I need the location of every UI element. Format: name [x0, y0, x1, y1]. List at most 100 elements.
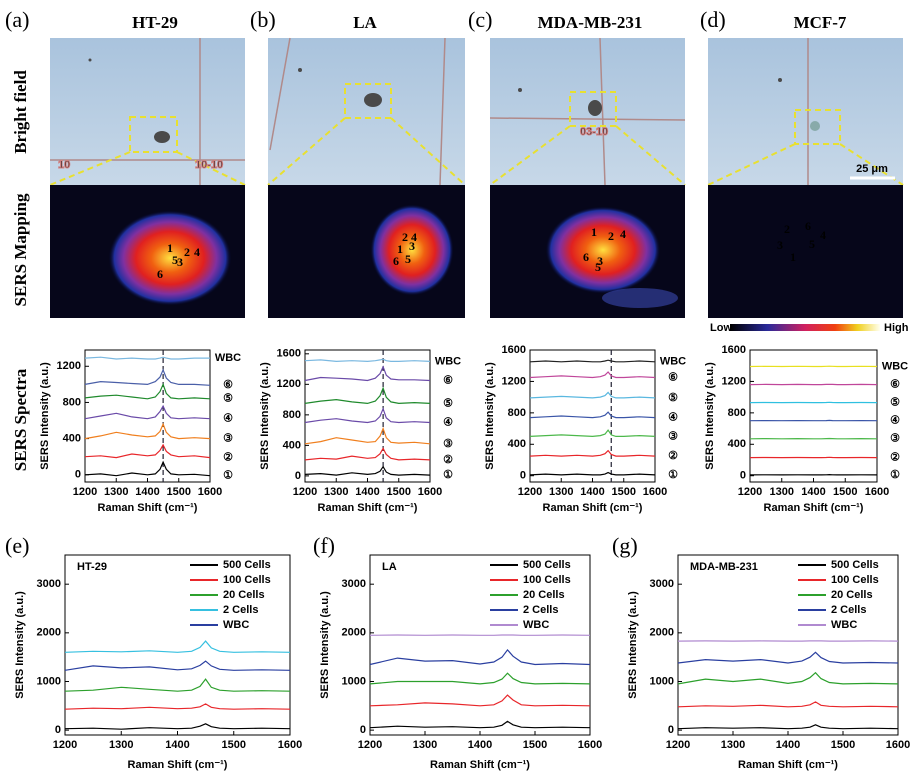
map-point-label: 3	[409, 239, 415, 253]
x-tick-label: 1500	[831, 739, 855, 751]
series-line	[677, 701, 899, 708]
legend-label: WBC	[435, 355, 461, 367]
x-tick-label: 1400	[135, 486, 159, 498]
x-tick-label: 1400	[355, 486, 379, 498]
series-line	[84, 443, 211, 459]
sers-map	[708, 185, 903, 318]
map-point-label: 5	[809, 237, 815, 251]
legend-label: ③	[890, 433, 900, 445]
series-line	[304, 447, 431, 461]
map-point-label: 4	[411, 230, 417, 244]
map-point-label: 3	[777, 238, 783, 252]
y-tick-label: 3000	[37, 578, 61, 590]
legend-label: ⑥	[668, 371, 678, 383]
series-line	[64, 703, 291, 710]
map-point-label: 6	[393, 254, 399, 268]
x-tick-label: 1300	[104, 486, 128, 498]
chart: 1200 1300 1400 1500 1600040080012001600Raman…	[259, 348, 461, 514]
x-tick-label: 1200	[358, 739, 382, 751]
colorbar-low: Low	[710, 322, 732, 334]
panel-label: (d)	[700, 7, 726, 32]
y-tick-label: 800	[508, 407, 526, 419]
legend-label: ①	[443, 469, 453, 481]
colorbar	[730, 324, 880, 331]
legend-label: WBC	[831, 619, 857, 631]
x-tick-label: 1200	[738, 486, 762, 498]
legend-label: ④	[223, 413, 233, 425]
map-point-label: 6	[583, 250, 589, 264]
legend-label: ③	[668, 430, 678, 442]
legend-label: ①	[668, 469, 678, 481]
map-point-label: 2	[608, 229, 614, 243]
series-line	[304, 358, 431, 363]
grid-lines	[50, 37, 809, 186]
map-point-label: 4	[820, 228, 826, 242]
cells	[88, 58, 820, 143]
x-axis-label: Raman Shift (cm⁻¹)	[98, 502, 198, 514]
chart: 1200 1300 1400 1500 1600040080012001600Raman…	[484, 344, 686, 514]
legend-label: WBC	[215, 352, 241, 364]
bright-field-image	[490, 38, 685, 185]
hotspot	[108, 210, 232, 306]
x-tick-label: 1500	[222, 739, 246, 751]
series-line	[64, 723, 291, 730]
y-tick-label: 800	[283, 409, 301, 421]
y-axis-label: SERS Intensity (a.u.)	[319, 591, 331, 699]
x-axis-label: Raman Shift (cm⁻¹)	[764, 502, 864, 514]
y-axis-label: SERS Intensity (a.u.)	[484, 362, 496, 470]
legend-label: ③	[443, 438, 453, 450]
y-tick-label: 1000	[650, 675, 674, 687]
stamp: 10-10	[195, 159, 223, 171]
series-line	[64, 678, 291, 692]
legend-label: 20 Cells	[831, 589, 873, 601]
legend-label: WBC	[882, 360, 908, 372]
x-axis-label: Raman Shift (cm⁻¹)	[738, 759, 838, 771]
x-tick-label: 1500	[387, 486, 411, 498]
legend-label: WBC	[223, 619, 249, 631]
chart: 1200 1300 1400 1500 1600 0 1000 2000 3000 Raman S…	[14, 554, 302, 771]
colorbar-high: High	[884, 322, 909, 334]
map-point-label: 3	[597, 254, 603, 268]
series-line	[304, 386, 431, 405]
chart: 1200 1300 1400 1500 1600040080012001600Raman…	[704, 344, 908, 514]
legend-label: ⑤	[443, 397, 453, 409]
x-tick-label: 1300	[770, 486, 794, 498]
panel-label: (c)	[468, 7, 492, 32]
series-line	[64, 660, 291, 671]
y-tick-label: 2000	[37, 627, 61, 639]
panel-title: MDA-MB-231	[538, 13, 643, 32]
x-tick-label: 1300	[549, 486, 573, 498]
y-axis-label: SERS Intensity (a.u.)	[704, 362, 716, 470]
map-point-label: 4	[620, 227, 626, 241]
legend-label: ①	[890, 469, 900, 481]
x-tick-label: 1200	[73, 486, 97, 498]
series-line	[529, 471, 656, 476]
legend-label: ①	[223, 470, 233, 482]
x-tick-label: 1500	[612, 486, 636, 498]
legend-label: WBC	[523, 619, 549, 631]
map-point-label: 5	[172, 253, 178, 267]
map-point-label: 5	[405, 252, 411, 266]
series-line	[529, 371, 656, 379]
legend-label: 100 Cells	[223, 574, 271, 586]
series-line	[84, 404, 211, 420]
legend-label: 100 Cells	[831, 574, 879, 586]
series-line	[677, 671, 899, 685]
hotspot	[370, 204, 454, 296]
plot-frame	[304, 349, 431, 483]
x-axis-label: Raman Shift (cm⁻¹)	[430, 759, 530, 771]
x-tick-label: 1600	[886, 739, 910, 751]
legend-label: ⑥	[223, 379, 233, 391]
series-line	[84, 422, 211, 440]
legend-label: ③	[223, 433, 233, 445]
panel-title: HT-29	[132, 13, 178, 32]
legend-label: ⑥	[443, 374, 453, 386]
x-tick-label: 1400	[468, 739, 492, 751]
y-axis-label: SERS Intensity (a.u.)	[39, 362, 51, 470]
y-tick-label: 1000	[37, 675, 61, 687]
plot-frame	[529, 349, 656, 483]
series-line	[369, 720, 591, 729]
